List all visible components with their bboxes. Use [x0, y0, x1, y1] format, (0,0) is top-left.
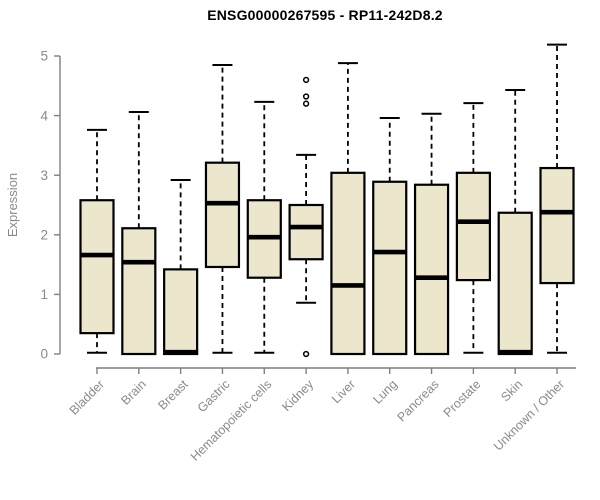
boxplot-box-kidney: [288, 76, 324, 358]
x-tick-label-prostate: Prostate: [441, 377, 484, 420]
x-tick-label-lung: Lung: [370, 377, 400, 407]
iqr-box: [204, 161, 241, 269]
iqr-box: [372, 180, 408, 356]
chart-title: ENSG00000267595 - RP11-242D8.2: [207, 7, 443, 23]
outlier-point: [302, 76, 310, 83]
outlier-point: [302, 100, 310, 107]
x-tick-label-hematopoietic-cells: Hematopoietic cells: [188, 377, 275, 464]
iqr-box: [163, 268, 199, 356]
iqr-box: [455, 171, 491, 282]
iqr-box: [121, 227, 157, 356]
boxplot-box-skin: [497, 88, 533, 356]
x-tick-label-brain: Brain: [118, 377, 149, 408]
iqr-box: [330, 171, 366, 356]
y-tick-label-0: 0: [40, 347, 48, 362]
iqr-box: [79, 199, 115, 335]
boxplot-box-liver: [330, 62, 366, 356]
y-tick-label-5: 5: [40, 49, 48, 64]
boxplot-box-lung: [372, 116, 408, 356]
x-tick-label-breast: Breast: [155, 377, 191, 413]
boxplot-box-brain: [121, 111, 157, 356]
x-tick-label-kidney: Kidney: [279, 377, 316, 414]
boxplot-box-unknown-other: [539, 43, 575, 354]
x-tick-label-gastric: Gastric: [195, 377, 233, 415]
boxplot-box-breast: [163, 178, 199, 356]
y-tick-label-2: 2: [40, 228, 48, 243]
boxplot-box-pancreas: [413, 112, 450, 356]
boxplot-box-hematopoietic-cells: [246, 100, 282, 354]
y-tick-label-1: 1: [40, 287, 48, 302]
iqr-box: [539, 166, 575, 285]
x-tick-label-liver: Liver: [329, 377, 358, 406]
iqr-box: [413, 183, 450, 356]
outlier-point: [302, 93, 310, 100]
y-tick-label-3: 3: [40, 168, 48, 183]
x-tick-label-unknown-other: Unknown / Other: [491, 377, 567, 453]
x-tick-label-pancreas: Pancreas: [394, 377, 441, 424]
x-tick-label-skin: Skin: [498, 377, 525, 404]
iqr-box: [288, 203, 324, 261]
boxplot-box-prostate: [455, 102, 491, 354]
boxplot-box-gastric: [204, 63, 241, 354]
iqr-box: [497, 211, 533, 356]
x-tick-label-bladder: Bladder: [67, 377, 107, 417]
outlier-point: [302, 350, 310, 358]
boxplot-box-bladder: [79, 128, 115, 354]
y-tick-label-4: 4: [40, 108, 48, 123]
